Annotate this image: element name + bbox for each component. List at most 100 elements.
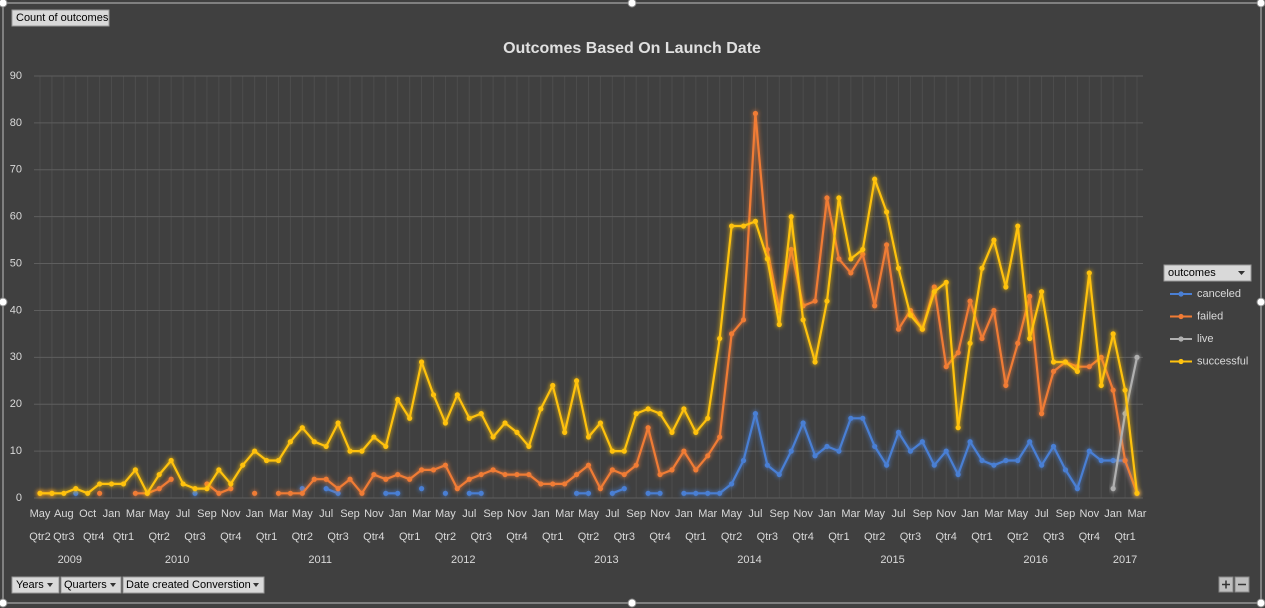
x-tick-label: Jul [891,508,905,520]
data-point [812,359,818,365]
year-label: 2013 [594,554,618,566]
data-point [132,490,138,496]
axis-field-button[interactable]: Date created Converstion [122,576,265,594]
x-tick-label: Jul [1035,508,1049,520]
axis-field-button[interactable]: Years [11,576,60,594]
data-point [442,420,449,426]
x-tick-label: Jan [1104,508,1122,520]
x-tick-label: Jul [462,508,476,520]
data-point [299,490,305,496]
data-point [645,490,651,496]
data-point [1134,490,1140,496]
data-point [788,246,794,253]
data-point [1134,354,1140,360]
y-tick-label: 60 [10,211,22,223]
data-point [252,490,258,496]
data-point [430,467,437,473]
data-point [502,420,508,426]
data-point [371,434,377,440]
data-point [1050,359,1057,365]
data-point [764,246,770,253]
data-point [717,434,723,440]
x-tick-label: Nov [650,508,670,520]
data-point [776,321,782,328]
data-point [585,434,592,440]
x-tick-label: Nov [221,508,241,520]
data-point [37,490,43,496]
data-point [347,476,353,482]
data-point [585,462,592,468]
legend-field-label: outcomes [1168,267,1216,279]
axis-field-button[interactable]: Quarters [60,576,122,594]
data-point [430,392,437,398]
data-point [1086,448,1092,454]
chart-title: Outcomes Based On Launch Date [503,40,761,57]
data-point [848,270,854,276]
y-tick-label: 30 [10,351,22,363]
zoom-buttons[interactable] [1218,576,1250,593]
year-label: 2009 [58,554,82,566]
series [37,176,1140,496]
data-point [550,382,556,389]
data-point [705,453,711,459]
x-tick-label: May [864,508,885,520]
data-point [383,490,389,496]
data-point [168,476,174,482]
data-point [466,476,472,482]
data-point [240,462,246,468]
data-point [526,471,532,478]
x-tick-label: Jul [176,508,190,520]
data-point [61,490,67,496]
data-point [1039,289,1045,295]
data-point [991,307,997,314]
data-point [657,490,663,496]
data-point [860,246,866,253]
data-point [752,411,759,417]
data-point [478,411,484,417]
data-point [538,481,544,487]
data-point [860,415,866,421]
data-point [979,335,985,342]
data-point [800,420,806,426]
x-tick-label: Oct [79,508,96,520]
data-point [585,490,592,496]
data-point [657,411,663,417]
legend-field-button[interactable]: outcomes [1163,264,1252,282]
data-point [895,265,902,271]
data-point [287,490,294,496]
quarter-label: Qtr1 [828,531,849,543]
data-point [669,467,675,473]
data-point [1110,457,1116,464]
legend-label: canceled [1197,288,1241,300]
data-point [764,256,770,262]
x-tick-label: Jan [246,508,264,520]
quarter-label: Qtr3 [327,531,348,543]
data-point [919,439,925,445]
quarter-label: Qtr3 [470,531,491,543]
data-point [335,486,341,492]
data-point [299,486,305,492]
values-field-button[interactable]: Count of outcomes [11,9,110,27]
y-tick-label: 50 [10,257,22,269]
data-point [514,429,520,435]
data-point [824,195,830,201]
data-point [681,448,687,454]
data-point [848,256,854,262]
data-point [788,448,794,454]
series-line [325,412,1139,495]
quarter-label: Qtr1 [971,531,992,543]
data-point [252,448,258,454]
data-point [383,476,389,482]
x-tick-label: Nov [793,508,813,520]
data-point [97,490,103,496]
data-point [693,467,699,473]
data-point [1122,411,1128,417]
data-point [943,279,949,285]
values-field-label: Count of outcomes [16,12,109,24]
x-tick-label: Jul [605,508,619,520]
quarter-label: Qtr2 [435,531,456,543]
data-point [573,471,580,478]
x-tick-label: Jan [675,508,693,520]
year-label: 2014 [737,554,761,566]
data-point [1003,457,1009,464]
